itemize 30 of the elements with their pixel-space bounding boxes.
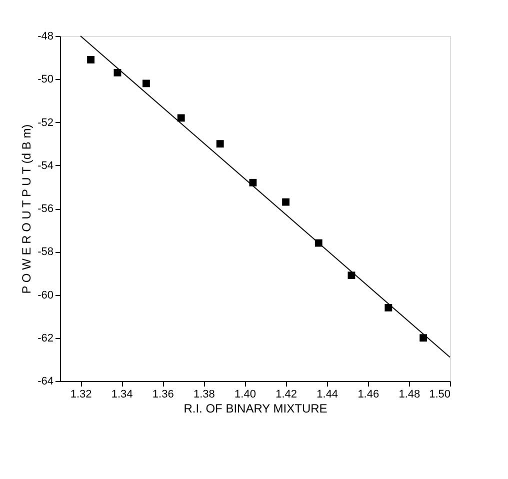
point xyxy=(142,80,150,88)
x-tick-label: 1.42 xyxy=(276,388,297,400)
x-tick-label: 1.44 xyxy=(316,388,338,400)
y-tick-label: -58 xyxy=(38,246,54,258)
x-tick-label: 1.36 xyxy=(152,388,174,400)
x-tick-label: 1.46 xyxy=(358,388,380,400)
y-tick-label: -54 xyxy=(38,160,54,172)
point xyxy=(114,68,122,76)
point xyxy=(282,198,290,206)
x-tick-label: 1.40 xyxy=(234,388,256,400)
point xyxy=(87,56,94,64)
point xyxy=(420,334,428,342)
point xyxy=(177,114,185,122)
y-tick-label: -50 xyxy=(38,74,54,86)
point xyxy=(216,140,224,148)
y-tick-label: -48 xyxy=(38,30,54,42)
x-tick-label: 1.38 xyxy=(193,388,215,400)
y-tick-label: -60 xyxy=(38,289,54,302)
x-axis-title: R.I. OF BINARY MIXTURE xyxy=(184,402,328,416)
x-tick-label: 1.32 xyxy=(70,388,92,400)
x-tick-label: 1.34 xyxy=(111,388,133,400)
y-axis-title: P O W E R O U T P U T (d B m) xyxy=(20,124,34,294)
y-tick-label: -52 xyxy=(38,116,54,129)
point xyxy=(249,178,257,186)
x-tick-label: 1.50 xyxy=(429,388,450,400)
y-tick-label: -56 xyxy=(38,203,54,215)
x-tick-label: 1.48 xyxy=(398,388,420,400)
y-tick-label: -64 xyxy=(38,376,54,388)
y-tick-label: -62 xyxy=(38,332,54,344)
point xyxy=(384,304,392,312)
